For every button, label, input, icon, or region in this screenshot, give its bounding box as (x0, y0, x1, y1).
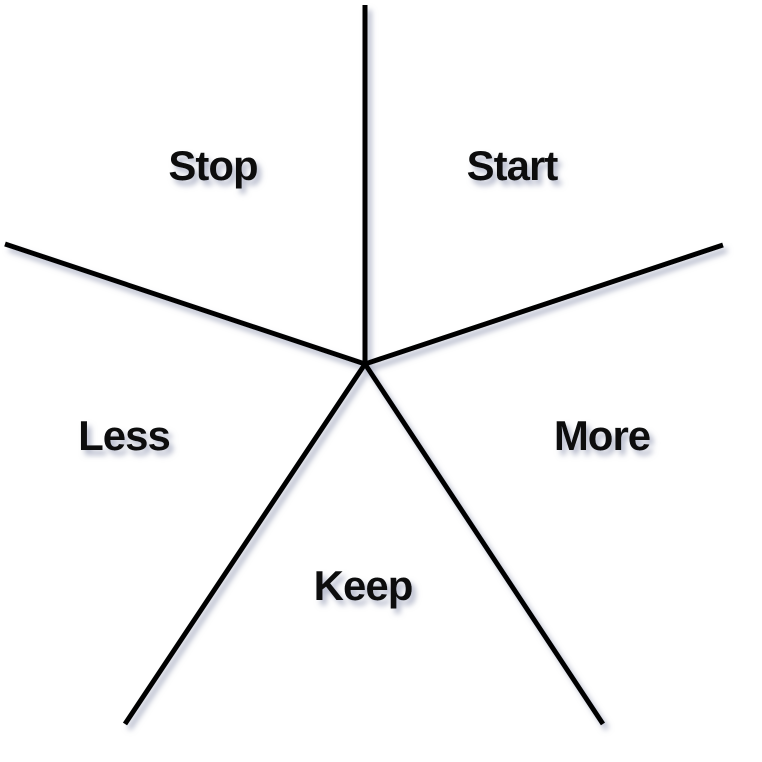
label-keep: Keep (314, 562, 413, 609)
label-start: Start (467, 142, 559, 189)
label-stop: Stop (168, 142, 257, 189)
divider-upper-left (4, 241, 366, 367)
divider-upper-right (364, 242, 724, 367)
label-less: Less (78, 412, 170, 459)
divider-lower-right (362, 362, 606, 726)
segment-labels: Stop Start Less More Keep (78, 142, 651, 609)
divider-lower-left (122, 362, 368, 726)
label-more: More (554, 412, 650, 459)
divider-lines (4, 5, 724, 726)
